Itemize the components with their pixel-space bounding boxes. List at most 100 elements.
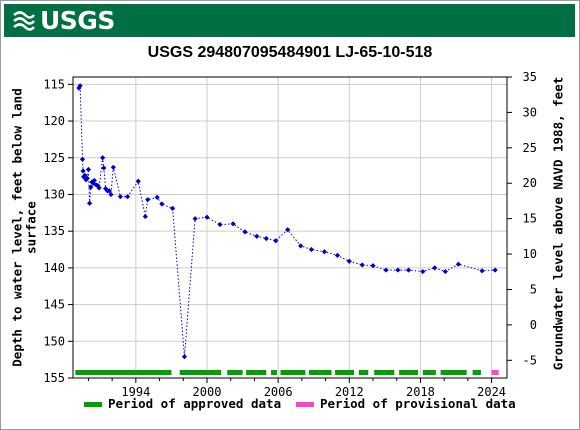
y-right-tick-label: 15 [523, 212, 537, 226]
data-point [79, 156, 86, 162]
usgs-wave-icon [12, 9, 36, 32]
plot-border [72, 76, 508, 379]
data-point [181, 354, 188, 360]
approved-period-bar [75, 370, 172, 375]
y-left-tick-label: 115 [43, 77, 65, 91]
approved-period-bar [422, 370, 436, 375]
data-point [192, 216, 198, 222]
data-point [117, 194, 124, 200]
data-point [154, 194, 160, 200]
approved-period-bar [271, 370, 277, 375]
data-point [96, 185, 102, 191]
y-left-tick-label: 120 [43, 114, 65, 128]
data-point [77, 83, 83, 89]
approved-period-bar [374, 370, 395, 375]
legend-provisional-label: Period of provisional data [320, 396, 516, 411]
data-point [383, 267, 389, 273]
data-point [159, 201, 165, 207]
data-point [273, 238, 279, 244]
data-point [106, 188, 112, 194]
x-tick-label: 2024 [477, 385, 506, 399]
approved-period-bar [440, 370, 467, 375]
y-left-axis-title: Depth to water level, feet below land [10, 88, 25, 366]
data-point [370, 263, 376, 269]
approved-period-bar [399, 370, 419, 375]
usgs-logo-text: USGS [40, 6, 115, 35]
data-point [346, 258, 352, 264]
y-right-tick-label: 0 [530, 318, 537, 332]
y-left-tick-label: 135 [43, 224, 65, 238]
x-tick-label: 2006 [264, 385, 293, 399]
y-right-tick-label: 10 [523, 247, 537, 261]
data-point [124, 194, 131, 200]
data-point [455, 261, 461, 267]
y-right-tick-label: 25 [523, 141, 537, 155]
data-point [110, 164, 116, 170]
approved-period-bar [246, 370, 267, 375]
y-left-axis-title: surface [24, 201, 39, 254]
x-tick-label: 2018 [406, 385, 435, 399]
data-point [321, 249, 327, 255]
data-point [405, 267, 412, 273]
data-point [359, 262, 365, 268]
data-point [85, 166, 92, 173]
data-point [217, 221, 223, 228]
approval-bars [75, 370, 499, 375]
data-point [308, 246, 314, 253]
approved-period-bar [179, 370, 222, 375]
data-point [142, 213, 148, 220]
data-point [108, 191, 114, 198]
approved-period-bar [227, 370, 243, 375]
data-point [285, 227, 291, 233]
y-left-tick-label: 140 [43, 261, 65, 275]
y-left-tick-label: 145 [43, 298, 65, 312]
approved-period-bar [308, 370, 332, 375]
approved-period-bar [472, 370, 481, 375]
y-right-tick-label: 30 [523, 105, 537, 119]
data-point [298, 243, 304, 249]
y-left-tick-label: 130 [43, 187, 65, 201]
provisional-period-bar [491, 370, 499, 375]
data-point [395, 267, 401, 273]
data-point [432, 265, 438, 271]
data-point [420, 268, 426, 275]
data-point [479, 268, 485, 274]
data-point [88, 184, 94, 190]
water-level-series [76, 83, 498, 360]
data-point [80, 168, 86, 174]
axis-ticks: 1994 2000 2006 2012 2018 2024 115 120 125 130 135 1… [43, 70, 537, 399]
approved-period-bar [280, 370, 306, 375]
legend-provisional-swatch [296, 402, 314, 407]
y-right-tick-label: 20 [523, 176, 537, 190]
x-tick-label: 2000 [193, 385, 222, 399]
data-point [87, 200, 93, 206]
data-point [242, 229, 248, 235]
y-right-tick-label: 5 [530, 282, 537, 296]
legend-approved-swatch [84, 402, 102, 407]
data-point [83, 177, 89, 183]
data-point [135, 178, 141, 184]
usgs-banner: USGS [4, 4, 575, 37]
y-right-axis-title: Groundwater level above NAVD 1988, feet [551, 77, 566, 371]
y-left-tick-label: 150 [43, 334, 65, 348]
data-point [254, 233, 260, 239]
approved-period-bar [335, 370, 355, 375]
grid-lines [73, 77, 507, 378]
data-point [442, 268, 448, 275]
data-point [100, 155, 106, 161]
approved-period-bar [358, 370, 369, 375]
data-point [84, 175, 90, 181]
data-point [91, 177, 97, 184]
y-right-tick-label: -5 [523, 353, 537, 367]
data-point [204, 214, 210, 220]
x-tick-label: 2012 [335, 385, 364, 399]
series-line [78, 83, 496, 357]
data-point [263, 235, 269, 242]
y-right-tick-label: 35 [523, 70, 537, 84]
legend: Period of approved data Period of provisi… [84, 396, 516, 411]
y-left-tick-label: 125 [43, 151, 65, 165]
x-tick-label: 1994 [121, 385, 150, 399]
data-point [145, 197, 151, 203]
legend-approved-label: Period of approved data [108, 396, 281, 411]
